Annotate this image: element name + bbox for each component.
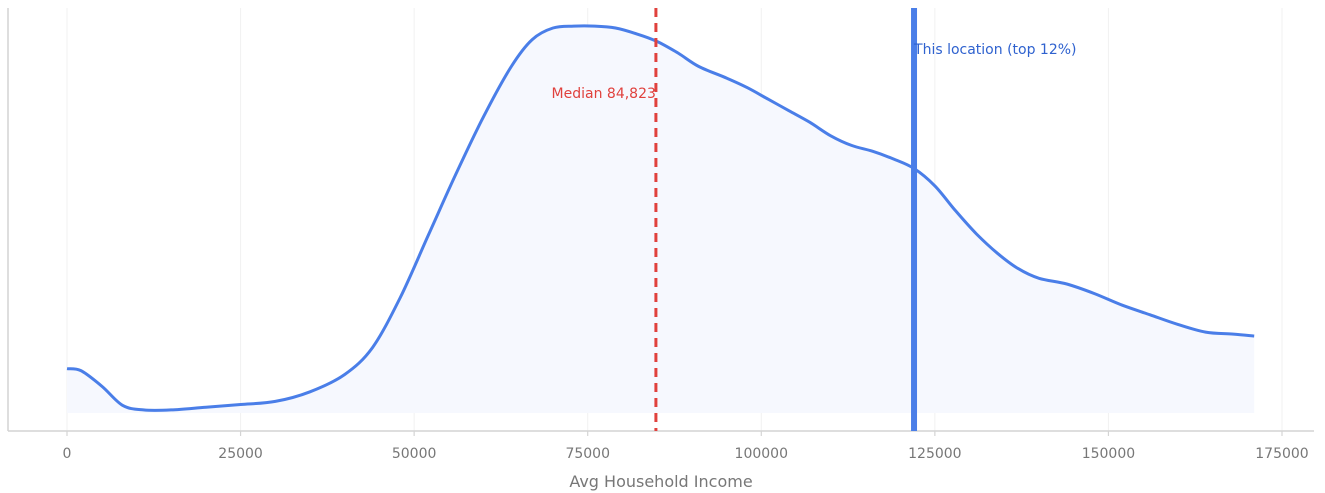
location-label: This location (top 12%) bbox=[913, 42, 1077, 58]
x-tick-label-6: 150000 bbox=[1082, 446, 1135, 462]
median-label: Median 84,823 bbox=[552, 86, 656, 102]
x-axis: 0 25000 50000 75000 100000 125000 150000 175000 bbox=[7, 8, 1314, 462]
density-area-fill bbox=[67, 25, 1255, 413]
density-curve bbox=[66, 24, 1255, 412]
x-tick-label-0: 0 bbox=[63, 446, 72, 462]
plot-area bbox=[66, 24, 1255, 413]
annotations: Median 84,823 This location (top 12%) bbox=[552, 8, 1077, 431]
x-axis-title: Avg Household Income bbox=[569, 472, 752, 491]
x-tick-label-2: 50000 bbox=[392, 446, 437, 462]
x-tick-label-5: 125000 bbox=[908, 446, 961, 462]
x-tick-label-3: 75000 bbox=[565, 446, 610, 462]
x-tick-label-4: 100000 bbox=[735, 446, 788, 462]
x-tick-label-1: 25000 bbox=[218, 446, 263, 462]
x-tick-label-7: 175000 bbox=[1255, 446, 1308, 462]
